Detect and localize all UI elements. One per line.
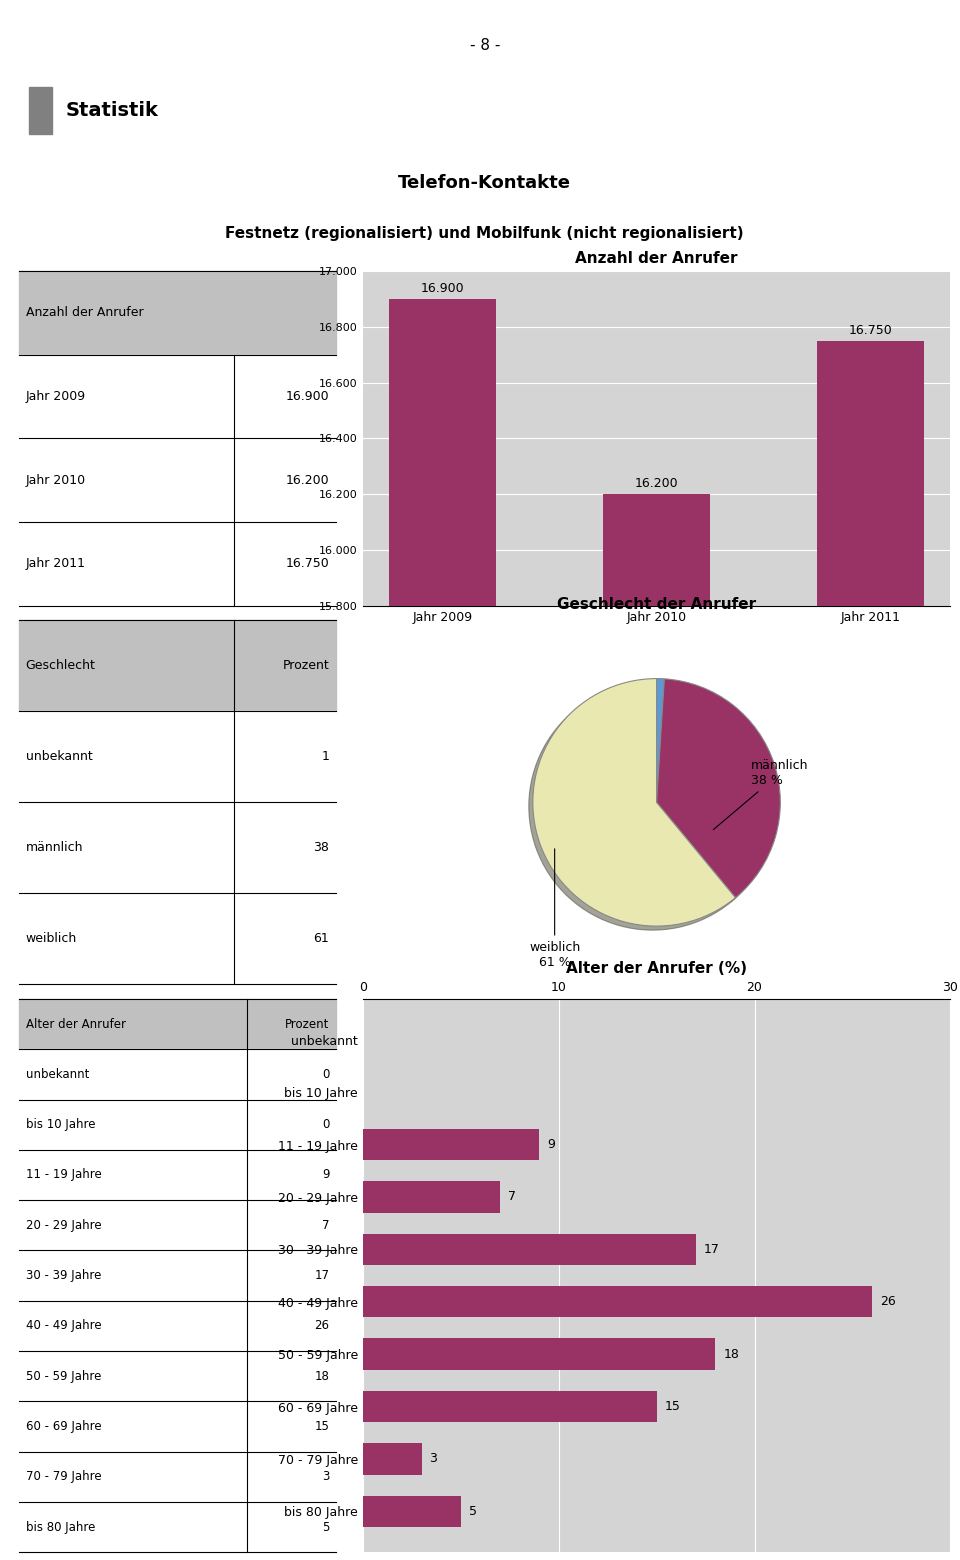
Bar bbox=[363, 1234, 696, 1265]
Text: unbekannt: unbekannt bbox=[26, 1069, 89, 1081]
Bar bbox=[603, 495, 710, 1560]
Bar bbox=[363, 1496, 461, 1527]
Text: 26: 26 bbox=[314, 1320, 329, 1332]
Text: 16.750: 16.750 bbox=[849, 323, 892, 337]
Text: Jahr 2011: Jahr 2011 bbox=[26, 557, 85, 571]
Bar bbox=[363, 1338, 715, 1370]
Bar bbox=[19, 354, 336, 438]
Text: 0: 0 bbox=[322, 1069, 329, 1081]
Text: 9: 9 bbox=[547, 1139, 555, 1151]
Text: 60 - 69 Jahre: 60 - 69 Jahre bbox=[26, 1420, 101, 1434]
Text: 30 - 39 Jahre: 30 - 39 Jahre bbox=[26, 1268, 101, 1282]
Text: 61: 61 bbox=[314, 933, 329, 945]
Bar bbox=[19, 621, 336, 711]
Bar bbox=[363, 1443, 421, 1474]
Text: 16.200: 16.200 bbox=[286, 474, 329, 487]
Bar bbox=[363, 1392, 657, 1423]
Text: 16.900: 16.900 bbox=[286, 390, 329, 402]
Text: 38: 38 bbox=[313, 841, 329, 855]
Bar bbox=[817, 340, 924, 1560]
Text: 18: 18 bbox=[315, 1370, 329, 1382]
Text: weiblich: weiblich bbox=[26, 933, 77, 945]
Bar bbox=[363, 1181, 500, 1212]
Text: 3: 3 bbox=[429, 1452, 437, 1465]
Bar bbox=[19, 1200, 336, 1251]
Text: Jahr 2010: Jahr 2010 bbox=[26, 474, 85, 487]
Text: 20 - 29 Jahre: 20 - 29 Jahre bbox=[26, 1218, 101, 1232]
Text: 9: 9 bbox=[322, 1168, 329, 1181]
Text: 7: 7 bbox=[322, 1218, 329, 1232]
Text: 5: 5 bbox=[322, 1521, 329, 1533]
Title: Geschlecht der Anrufer: Geschlecht der Anrufer bbox=[557, 597, 756, 612]
Text: unbekannt: unbekannt bbox=[26, 750, 92, 763]
Text: 7: 7 bbox=[508, 1190, 516, 1203]
Title: Anzahl der Anrufer: Anzahl der Anrufer bbox=[575, 251, 738, 265]
Bar bbox=[19, 438, 336, 523]
Text: Telefon-Kontakte: Telefon-Kontakte bbox=[398, 175, 571, 192]
Bar bbox=[19, 711, 336, 802]
Text: 16.750: 16.750 bbox=[285, 557, 329, 571]
Text: Statistik: Statistik bbox=[65, 101, 158, 120]
Text: Jahr 2009: Jahr 2009 bbox=[26, 390, 85, 402]
Bar bbox=[19, 802, 336, 894]
Text: Anzahl der Anrufer: Anzahl der Anrufer bbox=[26, 306, 143, 320]
Text: Geschlecht: Geschlecht bbox=[26, 660, 95, 672]
Text: bis 80 Jahre: bis 80 Jahre bbox=[26, 1521, 95, 1533]
Text: 5: 5 bbox=[468, 1505, 476, 1518]
Wedge shape bbox=[533, 679, 735, 927]
Text: Prozent: Prozent bbox=[282, 660, 329, 672]
Text: 70 - 79 Jahre: 70 - 79 Jahre bbox=[26, 1470, 101, 1484]
Text: 3: 3 bbox=[322, 1470, 329, 1484]
Bar bbox=[19, 1502, 336, 1552]
Bar bbox=[19, 1452, 336, 1502]
Bar bbox=[19, 1351, 336, 1401]
Bar bbox=[19, 894, 336, 984]
Bar bbox=[363, 1129, 540, 1161]
Bar bbox=[19, 1150, 336, 1200]
Bar bbox=[19, 998, 336, 1050]
Text: 17: 17 bbox=[704, 1243, 719, 1256]
Text: 50 - 59 Jahre: 50 - 59 Jahre bbox=[26, 1370, 101, 1382]
Text: 15: 15 bbox=[315, 1420, 329, 1434]
Bar bbox=[19, 1301, 336, 1351]
Text: männlich: männlich bbox=[26, 841, 83, 855]
Wedge shape bbox=[657, 679, 664, 802]
Text: 16.900: 16.900 bbox=[421, 282, 465, 295]
Text: 18: 18 bbox=[723, 1348, 739, 1360]
Text: bis 10 Jahre: bis 10 Jahre bbox=[26, 1119, 95, 1131]
Text: Prozent: Prozent bbox=[285, 1017, 329, 1031]
Text: - 8 -: - 8 - bbox=[469, 37, 500, 53]
Title: Alter der Anrufer (%): Alter der Anrufer (%) bbox=[566, 961, 747, 975]
Bar bbox=[19, 1251, 336, 1301]
Bar bbox=[19, 1401, 336, 1452]
Bar bbox=[19, 1050, 336, 1100]
Bar bbox=[19, 523, 336, 605]
Text: 11 - 19 Jahre: 11 - 19 Jahre bbox=[26, 1168, 101, 1181]
Bar bbox=[29, 87, 52, 134]
Text: 0: 0 bbox=[322, 1119, 329, 1131]
Bar bbox=[19, 271, 336, 354]
Text: 16.200: 16.200 bbox=[635, 477, 679, 490]
Text: 26: 26 bbox=[880, 1295, 896, 1309]
Text: 15: 15 bbox=[664, 1399, 681, 1413]
Text: Festnetz (regionalisiert) und Mobilfunk (nicht regionalisiert): Festnetz (regionalisiert) und Mobilfunk … bbox=[226, 226, 744, 242]
Bar bbox=[390, 300, 496, 1560]
Bar bbox=[19, 1100, 336, 1150]
Text: männlich
38 %: männlich 38 % bbox=[713, 760, 808, 830]
Wedge shape bbox=[657, 679, 780, 897]
Bar bbox=[363, 1285, 872, 1318]
Text: 17: 17 bbox=[314, 1268, 329, 1282]
Text: weiblich
61 %: weiblich 61 % bbox=[529, 849, 580, 969]
Text: 40 - 49 Jahre: 40 - 49 Jahre bbox=[26, 1320, 101, 1332]
Text: 1: 1 bbox=[322, 750, 329, 763]
Text: Alter der Anrufer: Alter der Anrufer bbox=[26, 1017, 126, 1031]
